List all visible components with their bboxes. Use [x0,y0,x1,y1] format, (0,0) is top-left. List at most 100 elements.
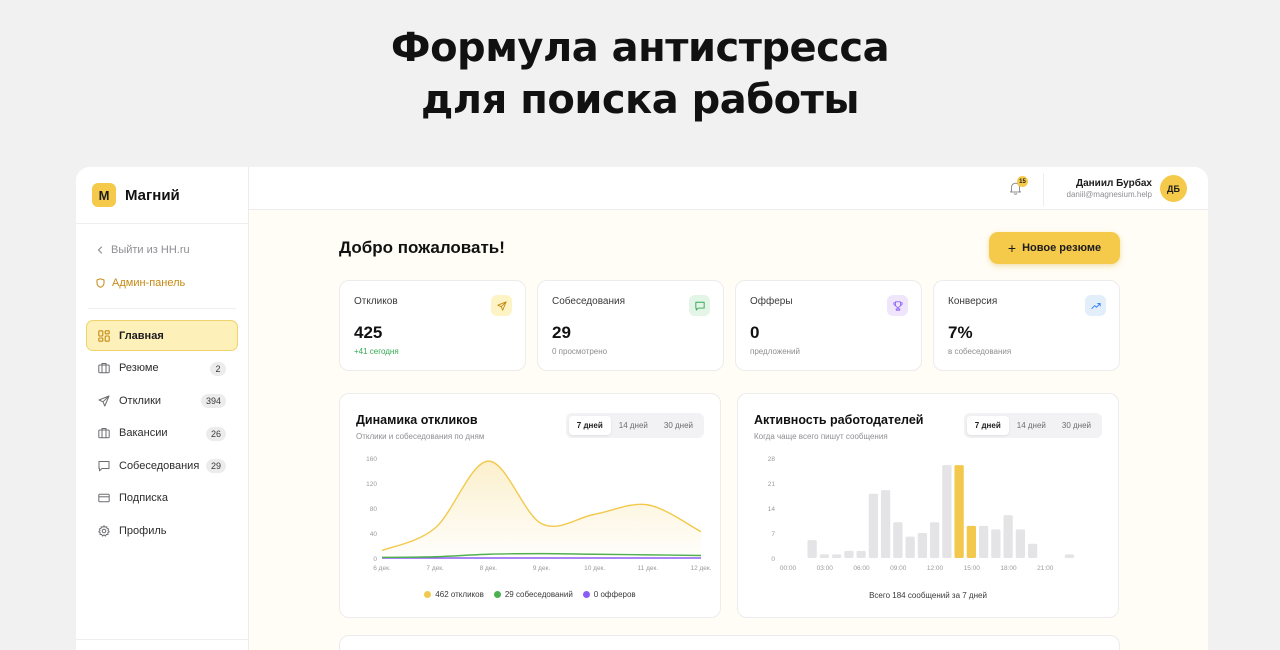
bar[interactable] [905,536,915,558]
x-tick-label: 12 дек. [690,565,711,572]
bar[interactable] [1015,529,1026,558]
new-resume-button[interactable]: + Новое резюме [989,232,1120,264]
responses-dynamics-card: Динамика откликов Отклики и собеседовани… [339,393,721,618]
y-tick-label: 28 [768,456,776,463]
brand-logo[interactable]: М Магний [92,183,180,207]
stat-sub: 0 просмотрено [552,347,608,356]
period-14-days[interactable]: 14 дней [1016,421,1046,430]
card-icon [98,493,110,503]
sidebar-item-interviews[interactable]: Собеседования 29 [86,450,238,481]
count-badge: 394 [200,394,226,408]
period-30-days[interactable]: 30 дней [1061,421,1091,430]
sidebar-item-home[interactable]: Главная [86,320,238,351]
stat-card-responses: Откликов 425 +41 сегодня [339,280,526,371]
stat-label: Собеседования [552,296,625,307]
sidebar-divider [88,308,236,309]
employer-activity-card: Активность работодателей Когда чаще всег… [737,393,1119,618]
hero-line-1: Формула антистресса [390,25,890,71]
trend-up-icon [1085,295,1106,316]
stat-value: 29 [552,323,571,342]
chart-subtitle: Когда чаще всего пишут сообщения [754,432,888,441]
series-line [381,460,702,552]
x-tick-label: 15:00 [964,565,981,572]
count-badge: 26 [205,426,226,441]
notifications-badge: 15 [1017,176,1028,187]
period-7-days[interactable]: 7 дней [966,416,1009,435]
bar[interactable] [856,550,866,558]
bar[interactable] [917,533,928,558]
bar[interactable] [978,525,989,558]
period-7-days[interactable]: 7 дней [568,416,611,435]
stat-card-conversion: Конверсия 7% в собеседования [933,280,1120,371]
bar[interactable] [1064,554,1075,558]
legend-item-responses: 462 откликов [424,590,484,599]
shield-icon [96,278,105,288]
bar[interactable] [880,490,891,558]
stat-label: Откликов [354,296,398,307]
send-icon [491,295,512,316]
bar[interactable] [954,465,964,558]
bar[interactable] [844,550,854,558]
sidebar-divider [76,223,248,224]
stat-value: 425 [354,323,383,342]
notifications-button[interactable]: 15 [1009,176,1028,200]
x-tick-label: 18:00 [1000,565,1017,572]
bar[interactable] [807,540,817,558]
bar[interactable] [819,554,830,558]
y-tick-label: 7 [771,531,775,538]
sidebar-item-label: Подписка [119,492,168,504]
home-grid-icon [98,329,110,342]
stat-sub: предложений [750,347,800,356]
sidebar-item-responses[interactable]: Отклики 394 [86,385,238,416]
sidebar-item-profile[interactable]: Профиль [86,515,238,546]
legend-label: 462 откликов [435,590,484,599]
legend-dot [424,591,432,598]
bell-icon [1010,182,1021,195]
stat-label: Офферы [750,296,793,307]
x-tick-label: 7 дек. [426,565,444,572]
x-tick-label: 03:00 [817,565,834,572]
sidebar-item-resume[interactable]: Резюме 2 [86,353,238,384]
count-badge: 29 [205,459,226,473]
bar[interactable] [942,465,952,558]
stat-value: 0 [750,323,760,342]
brand-name: Магний [125,186,180,204]
bar[interactable] [1027,543,1038,558]
plus-icon: + [1007,240,1017,256]
bar[interactable] [991,529,1001,558]
bar[interactable] [966,525,977,558]
x-tick-label: 06:00 [853,565,870,572]
bar[interactable] [831,554,842,558]
chart-footer: Всего 184 сообщений за 7 дней [869,591,987,600]
x-tick-label: 10 дек. [584,565,605,572]
x-tick-label: 00:00 [780,565,797,572]
sidebar-divider [76,639,248,640]
stat-value: 7% [948,323,973,342]
stat-card-offers: Офферы 0 предложений [735,280,922,371]
period-14-days[interactable]: 14 дней [618,421,648,430]
admin-panel-link[interactable]: Админ-панель [96,277,185,289]
exit-hh-label: Выйти из HH.ru [111,244,190,256]
sidebar-item-subscription[interactable]: Подписка [86,483,238,514]
stat-card-interviews: Собеседования 29 0 просмотрено [537,280,724,371]
sidebar-item-label: Главная [119,329,164,342]
stat-sub: +41 сегодня [354,347,399,356]
sidebar: М Магний Выйти из HH.ru Админ-панель Гла… [76,167,249,650]
briefcase-icon [98,428,110,439]
sidebar-item-vacancies[interactable]: Вакансии 26 [86,418,238,449]
chevron-left-icon [97,246,103,254]
bottom-card [339,635,1120,650]
y-tick-label: 14 [768,506,776,513]
avatar[interactable]: ДБ [1160,175,1187,202]
logo-mark: М [92,183,116,207]
exit-hh-link[interactable]: Выйти из HH.ru [96,244,190,256]
page-title: Добро пожаловать! [339,238,505,257]
briefcase-icon [98,363,110,374]
bar[interactable] [929,522,940,558]
bar[interactable] [893,522,903,558]
bar[interactable] [868,493,879,558]
y-tick-label: 0 [771,556,775,563]
bar[interactable] [1003,515,1013,558]
period-30-days[interactable]: 30 дней [663,421,693,430]
legend-label: 0 офферов [593,590,636,599]
